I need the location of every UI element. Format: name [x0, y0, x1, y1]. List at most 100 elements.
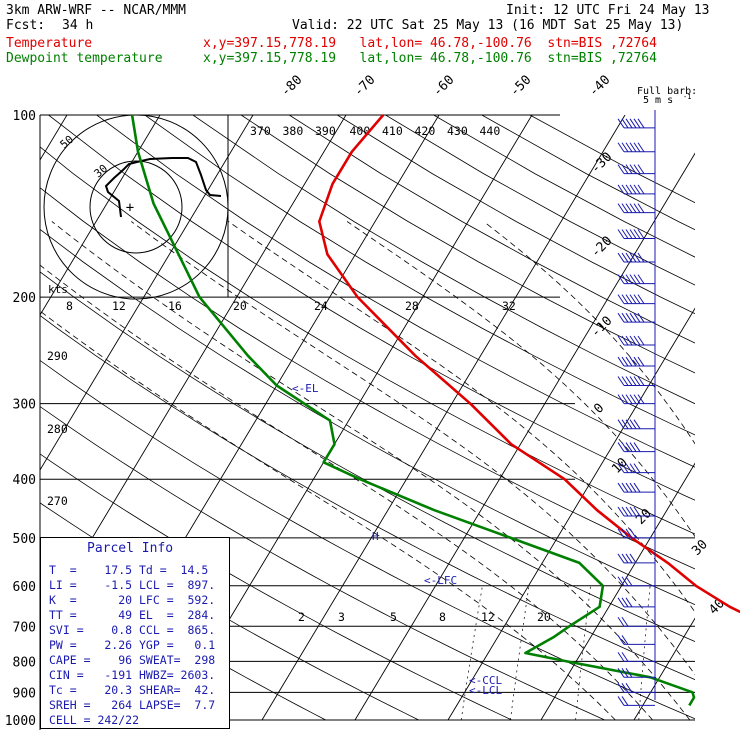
dry-adiabat-390: [240, 115, 695, 374]
wind-barb: [617, 553, 655, 564]
wind-barb: [617, 376, 655, 387]
wind-barb: [617, 203, 655, 214]
dry-adiabat-330: [40, 187, 695, 570]
hodograph-ring-outer: [43, 114, 229, 300]
forecast-label: Fcst:: [6, 18, 46, 33]
hodograph-kts-label: kts: [48, 283, 68, 296]
wind-barbs: [617, 110, 656, 706]
el-marker: <-EL: [292, 382, 319, 395]
wind-barb: [617, 335, 655, 346]
theta-label-280: 280: [47, 422, 68, 436]
ccl-marker: <-CCL: [469, 674, 502, 687]
dry-adiabat-290: [40, 359, 695, 720]
mixing-ratio-5: [575, 585, 591, 721]
mixing-label-2: 2: [298, 610, 305, 624]
wind-barb: [617, 463, 655, 474]
theta-label-400: 400: [350, 124, 371, 138]
isotherm--30: [261, 115, 626, 721]
wind-barb: [617, 442, 655, 453]
parcel-row-t: T = 17.5 Td = 14.5: [49, 563, 209, 577]
h-marker: H: [372, 530, 379, 543]
moist-adiabat-28: [346, 221, 695, 538]
parcel-row-cell: CELL = 242/22: [49, 713, 140, 727]
wind-barb: [617, 294, 655, 305]
theta-label-430: 430: [447, 124, 468, 138]
curve-layer: [130, 114, 740, 707]
temperature-location: x,y=397.15,778.19 lat,lon= 46.78,-100.76…: [203, 36, 657, 51]
temperature-curve: [317, 114, 740, 614]
dry-adiabat-320: [40, 228, 695, 606]
dry-adiabat-300: [40, 315, 695, 681]
wind-barb: [617, 312, 655, 323]
isobar-label-1000: 1000: [5, 714, 36, 729]
isotherm--80: [40, 115, 161, 316]
parcel-row-pw: PW = 2.26 YGP = 0.1: [49, 638, 216, 652]
isotherm-label--50: -50: [507, 73, 534, 100]
isotherm-10: [633, 617, 695, 721]
theta-label-420: 420: [415, 124, 436, 138]
forecast-hour: 34 h: [62, 18, 94, 33]
moist-adiabat-20: [131, 221, 695, 676]
dry-adiabat-410: [337, 115, 695, 315]
isotherm-label--20: -20: [588, 234, 615, 261]
dry-adiabat-370: [144, 115, 695, 436]
theta-label-290: 290: [47, 349, 68, 363]
wind-barb: [617, 652, 655, 662]
isotherm--20: [354, 152, 695, 721]
wind-barb: [617, 482, 655, 493]
hodograph-ring-inner: [89, 160, 183, 254]
wind-barb: [617, 184, 655, 195]
isotherm--10: [447, 307, 695, 721]
valid-time: Valid: 22 UTC Sat 25 May 13 (16 MDT Sat …: [292, 18, 684, 33]
moist-adiabat-24: [228, 221, 695, 613]
wind-barb: [617, 528, 655, 539]
isotherm-label--60: -60: [430, 73, 457, 100]
isobar-label-500: 500: [13, 532, 36, 547]
mixing-ratio-8: [638, 585, 651, 721]
moist-label-8: 8: [66, 299, 73, 313]
dry-adiabat-360: [96, 115, 695, 468]
dry-adiabat-440: [481, 115, 695, 231]
parcel-row-k: K = 20 LFC = 592.: [49, 593, 216, 607]
wind-barb: [617, 506, 655, 517]
dry-adiabat-310: [40, 271, 695, 643]
isotherm-label-20: 20: [633, 506, 655, 528]
hodograph-ring-label-30: 30: [92, 162, 111, 180]
wind-barb: [617, 597, 655, 608]
hodograph: + 50 30 kts: [43, 114, 229, 300]
mixing-label-5: 5: [390, 610, 397, 624]
isobar-label-100: 100: [13, 109, 36, 124]
dewpoint-legend: Dewpoint temperature: [6, 51, 163, 66]
wind-barb: [617, 617, 655, 627]
model-title: 3km ARW-WRF -- NCAR/MMM: [6, 3, 187, 18]
moist-adiabat-12: [40, 264, 653, 721]
parcel-row-li: LI = -1.5 LCL = 897.: [49, 578, 216, 592]
barb-key-unit-exponent: -1: [683, 93, 691, 101]
dry-adiabat-350: [48, 115, 695, 501]
parcel-row-sreh: SREH = 264 LAPSE= 7.7: [49, 698, 216, 712]
parcel-row-tc: Tc = 20.3 SHEAR= 42.: [49, 683, 216, 697]
wind-barb: [617, 142, 655, 153]
dry-adiabat-400: [288, 115, 695, 344]
parcel-row-cape: CAPE = 96 SWEAT= 298: [49, 653, 216, 667]
parcel-row-tt: TT = 49 EL = 284.: [49, 608, 216, 622]
parcel-row-svi: SVI = 0.8 CCL = 865.: [49, 623, 216, 637]
isotherm-label--40: -40: [586, 73, 613, 100]
hodograph-center-mark: +: [126, 200, 134, 216]
parcel-row-cin: CIN = -191 HWBZ= 2603.: [49, 668, 216, 682]
init-time: Init: 12 UTC Fri 24 May 13: [506, 3, 710, 18]
wind-barb: [617, 683, 655, 693]
dry-adiabat-380: [192, 115, 695, 405]
wind-barb: [617, 635, 655, 645]
parcel-info-panel: Parcel Info T = 17.5 Td = 14.5 LI = -1.5…: [40, 537, 230, 729]
mixing-ratio-12: [696, 586, 704, 720]
dry-adiabat-280: [40, 406, 605, 721]
dry-adiabat-430: [433, 115, 695, 258]
wind-barb: [617, 164, 655, 175]
wind-barb: [617, 356, 655, 367]
lfc-marker: <-LFC: [424, 574, 457, 587]
barb-key-line1: Full barb:: [637, 86, 697, 97]
isotherm-label-0: 0: [591, 401, 607, 417]
mixing-ratio-3: [510, 585, 530, 721]
isobar-label-600: 600: [13, 580, 36, 595]
